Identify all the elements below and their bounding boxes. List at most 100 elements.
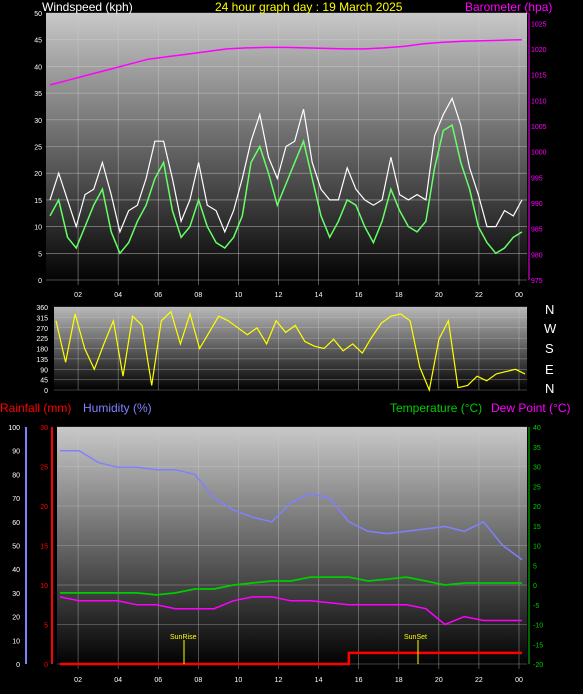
wind-x-tick-label: 22 — [475, 292, 483, 299]
climate-x-tick-label: 02 — [74, 677, 82, 684]
barometer-y-tick-label: 980 — [531, 252, 543, 259]
temperature-y-tick-label: 25 — [533, 484, 541, 491]
temperature-axis-title: Temperature (°C) — [390, 401, 482, 415]
barometer-y-tick-label: 995 — [531, 175, 543, 182]
wind-x-tick-label: 16 — [355, 292, 363, 299]
climate-panel-background — [57, 427, 527, 667]
temperature-y-tick-label: 15 — [533, 524, 541, 531]
wind-x-tick-label: 10 — [235, 292, 243, 299]
direction-y-tick-label: 270 — [36, 326, 48, 333]
climate-x-tick-label: 00 — [515, 677, 523, 684]
barometer-y-tick-label: 990 — [531, 201, 543, 208]
climate-x-tick-label: 18 — [395, 677, 403, 684]
direction-y-tick-label: 45 — [40, 378, 48, 385]
temperature-y-tick-label: 5 — [533, 563, 537, 570]
direction-y-tick-label: 180 — [36, 347, 48, 354]
humidity-y-tick-label: 40 — [12, 567, 20, 574]
windspeed-axis-title: Windspeed (kph) — [42, 0, 133, 14]
temperature-y-tick-label: 40 — [533, 425, 541, 432]
dewpoint-line — [59, 596, 522, 626]
temperature-y-tick-label: -10 — [533, 623, 543, 630]
wind-gust-line — [49, 96, 523, 234]
wind-x-tick-label: 12 — [275, 292, 283, 299]
series-lines — [49, 38, 526, 666]
direction-y-tick-label: 0 — [44, 388, 48, 395]
barometer-y-tick-label: 1015 — [531, 73, 547, 80]
humidity-line — [60, 449, 523, 561]
wind-y-tick-label: 30 — [34, 118, 42, 125]
humidity-y-tick-label: 80 — [12, 472, 20, 479]
temperature-y-tick-label: 10 — [533, 544, 541, 551]
wind-y-tick-label: 15 — [34, 198, 42, 205]
wind-x-tick-label: 00 — [515, 292, 523, 299]
wind-y-tick-label: 20 — [34, 171, 42, 178]
rainfall-y-tick-label: 30 — [40, 425, 48, 432]
temperature-line — [60, 576, 522, 596]
wind-y-tick-label: 5 — [38, 251, 42, 258]
barometer-y-tick-label: 1010 — [531, 98, 547, 105]
humidity-y-tick-label: 50 — [12, 544, 20, 551]
wind-x-tick-label: 18 — [395, 292, 403, 299]
wind-average-line — [49, 123, 523, 255]
barometer-y-tick-label: 1020 — [531, 47, 547, 54]
wind-x-tick-label: 08 — [194, 292, 202, 299]
humidity-y-tick-label: 70 — [12, 496, 20, 503]
humidity-y-tick-label: 30 — [12, 591, 20, 598]
climate-x-tick-label: 14 — [315, 677, 323, 684]
temperature-y-tick-label: 20 — [533, 504, 541, 511]
rainfall-y-tick-label: 5 — [44, 623, 48, 630]
rainfall-y-tick-label: 25 — [40, 465, 48, 472]
temperature-y-tick-label: 0 — [533, 583, 537, 590]
chart-date-title: 24 hour graph day : 19 March 2025 — [215, 0, 403, 14]
humidity-y-tick-label: 20 — [12, 615, 20, 622]
direction-y-tick-label: 360 — [36, 305, 48, 312]
rainfall-axis-title: Rainfall (mm) — [0, 401, 71, 415]
rainfall-y-tick-label: 0 — [44, 662, 48, 669]
temperature-y-tick-label: 35 — [533, 445, 541, 452]
climate-x-tick-label: 06 — [154, 677, 162, 684]
barometer-y-tick-label: 1025 — [531, 21, 547, 28]
climate-x-tick-label: 20 — [435, 677, 443, 684]
wind-x-tick-label: 14 — [315, 292, 323, 299]
rainfall-y-tick-label: 20 — [40, 504, 48, 511]
direction-label-w: W — [544, 321, 557, 336]
wind-x-tick-label: 04 — [114, 292, 122, 299]
dewpoint-axis-title: Dew Point (°C) — [491, 401, 570, 415]
barometer-y-tick-label: 985 — [531, 227, 543, 234]
rainfall-y-tick-label: 10 — [40, 583, 48, 590]
climate-x-tick-label: 10 — [235, 677, 243, 684]
wind-y-tick-label: 50 — [34, 11, 42, 18]
temperature-y-tick-label: -5 — [533, 603, 539, 610]
wind-y-tick-label: 25 — [34, 145, 42, 152]
wind-y-tick-label: 35 — [34, 91, 42, 98]
temperature-y-tick-label: 30 — [533, 465, 541, 472]
barometer-y-tick-label: 1000 — [531, 150, 547, 157]
climate-x-tick-label: 04 — [114, 677, 122, 684]
humidity-y-tick-label: 60 — [12, 520, 20, 527]
direction-label-e: E — [545, 362, 554, 377]
wind-y-tick-label: 10 — [34, 225, 42, 232]
wind-y-tick-label: 0 — [38, 278, 42, 285]
wind-panel-background — [46, 13, 527, 285]
barometer-axis-title: Barometer (hpa) — [465, 0, 552, 14]
temperature-y-tick-label: -20 — [533, 662, 543, 669]
wind-x-tick-label: 20 — [435, 292, 443, 299]
humidity-y-tick-label: 90 — [12, 449, 20, 456]
temperature-y-tick-label: -15 — [533, 642, 543, 649]
wind-y-tick-label: 45 — [34, 38, 42, 45]
humidity-y-tick-label: 0 — [16, 662, 20, 669]
direction-label-n-top: N — [545, 302, 554, 317]
wind-x-tick-label: 02 — [74, 292, 82, 299]
humidity-axis-title: Humidity (%) — [83, 401, 152, 415]
wind-x-tick-label: 06 — [154, 292, 162, 299]
sunrise-label: SunRise — [170, 634, 197, 641]
wind-y-tick-label: 40 — [34, 64, 42, 71]
tick-labels: 02 04 06 08 10 12 14 16 18 20 22 000510152025303540… — [8, 11, 546, 684]
barometer-line — [49, 38, 523, 86]
wind-direction-line — [55, 310, 526, 393]
direction-y-tick-label: 225 — [36, 336, 48, 343]
grid-lines — [25, 12, 530, 669]
direction-label-n-bottom: N — [545, 381, 554, 396]
sunset-label: SunSet — [404, 634, 427, 641]
